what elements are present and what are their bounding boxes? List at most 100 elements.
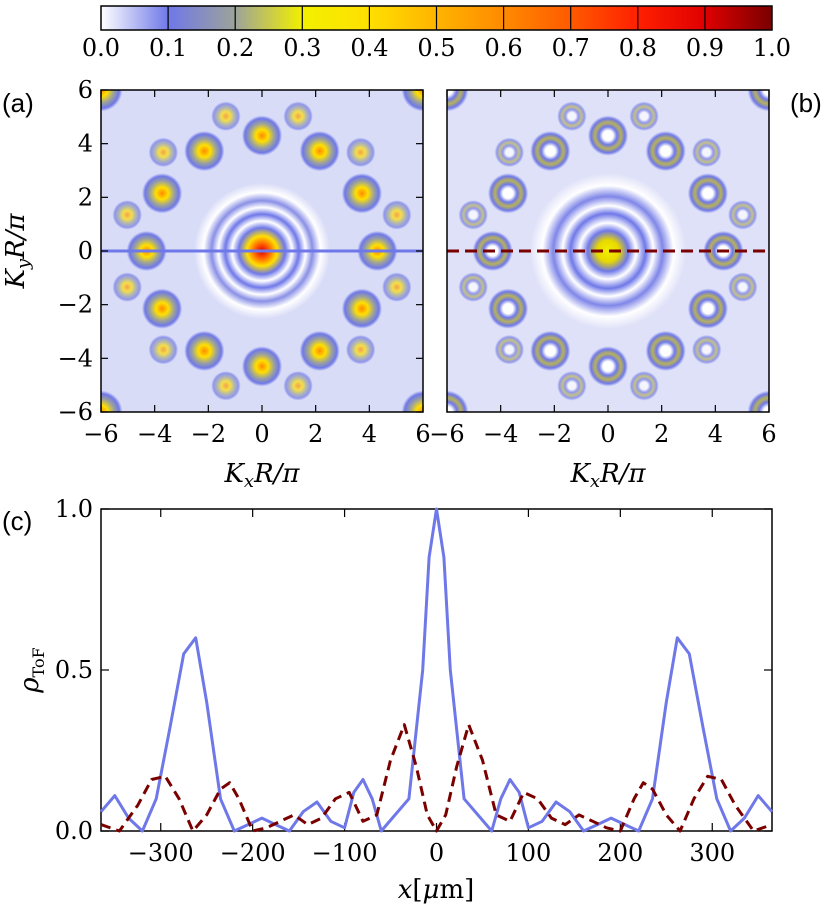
panel-a-xlabel: KxR/π [223, 459, 300, 492]
density-spot [382, 272, 412, 302]
density-spot [458, 272, 488, 302]
density-spot [629, 101, 659, 131]
colorbar: 0.0 0.1 0.2 0.3 0.4 0.5 0.6 0.7 0.8 0.9 1.0 [82, 5, 791, 62]
x-tick-label: 0 [429, 839, 444, 867]
density-spot [687, 288, 729, 329]
density-spot [112, 272, 142, 302]
density-spot [487, 288, 529, 329]
y-tick-label: 1.0 [55, 495, 93, 523]
x-tick-label: −6 [83, 420, 118, 448]
density-spot [382, 200, 412, 230]
density-spot [211, 101, 241, 131]
density-spot [447, 390, 469, 412]
colorbar-tick-label: 1.0 [753, 34, 791, 62]
panel-c-xlabel: x[μm] [398, 875, 475, 905]
x-tick-label: 200 [597, 839, 643, 867]
colorbar-tick-label: 0.1 [149, 34, 187, 62]
density-spot [557, 101, 587, 131]
series-solid [99, 507, 774, 833]
panel-a: (a) −6 −4 −2 0 2 4 6 6 4 2 0 −2 −4 −6 KxR/π KyR/π [1, 76, 431, 492]
y-tick-label: 0.0 [55, 817, 93, 845]
density-spot [184, 330, 225, 372]
x-tick-label: −300 [128, 839, 194, 867]
density-spot [494, 137, 525, 168]
density-spot [487, 173, 529, 214]
x-tick-label: −2 [537, 420, 572, 448]
x-tick-label: 2 [654, 420, 669, 448]
density-spot [184, 130, 225, 172]
panel-b-xlabel: KxR/π [569, 459, 646, 492]
panel-c: (c) −300 −200 −100 0 100 200 300 0.0 0.5 1.0 x[μm… [2, 495, 774, 905]
density-spot [494, 334, 525, 365]
y-tick-label: 2 [78, 183, 93, 211]
colorbar-tick-label: 0.8 [619, 34, 657, 62]
panel-b-density-map [447, 90, 769, 412]
density-spot [447, 90, 469, 112]
x-tick-label: 4 [708, 420, 723, 448]
density-spot [283, 101, 313, 131]
density-spot [148, 334, 179, 365]
density-spot [557, 371, 587, 401]
density-spot [211, 371, 241, 401]
colorbar-tick-label: 0.9 [686, 34, 724, 62]
density-spot [691, 334, 722, 365]
x-tick-label: −4 [137, 420, 172, 448]
panel-a-density-map [101, 90, 423, 412]
y-tick-label: 0 [78, 237, 93, 265]
x-tick-label: −2 [191, 420, 226, 448]
panel-b-label: (b) [790, 88, 822, 118]
density-spot [101, 390, 123, 412]
density-spot [345, 334, 376, 365]
y-tick-label: −6 [58, 398, 93, 426]
colorbar-ticks: 0.0 0.1 0.2 0.3 0.4 0.5 0.6 0.7 0.8 0.9 1.0 [82, 6, 791, 62]
density-spot [747, 90, 769, 112]
x-tick-label: 0 [254, 420, 269, 448]
x-tick-label: 4 [362, 420, 377, 448]
x-tick-label: 2 [308, 420, 323, 448]
density-spot [629, 371, 659, 401]
density-spot [458, 200, 488, 230]
density-spot [691, 137, 722, 168]
y-tick-label: −2 [58, 291, 93, 319]
x-tick-label: −200 [220, 839, 286, 867]
density-spot [241, 115, 283, 156]
y-tick-label: 6 [78, 76, 93, 104]
panel-a-ylabel: KyR/π [1, 213, 34, 290]
x-tick-label: 6 [761, 420, 776, 448]
y-tick-label: 4 [78, 130, 93, 158]
density-spot [728, 200, 758, 230]
panel-c-ylabel: ρToF [15, 647, 48, 693]
density-spot [101, 90, 123, 112]
x-tick-label: 300 [689, 839, 735, 867]
density-spot [345, 137, 376, 168]
y-tick-label: 0.5 [55, 656, 93, 684]
x-tick-label: 0 [600, 420, 615, 448]
panel-a-label: (a) [2, 88, 34, 118]
density-spot [645, 330, 686, 372]
x-tick-label: −4 [483, 420, 518, 448]
density-spot [645, 130, 686, 172]
colorbar-tick-label: 0.3 [283, 34, 321, 62]
density-spot [530, 330, 571, 372]
density-spot [587, 346, 629, 387]
density-spot [341, 288, 383, 329]
density-spot [530, 130, 571, 172]
density-spot [283, 371, 313, 401]
density-spot [141, 288, 183, 329]
density-spot [728, 272, 758, 302]
panel-c-label: (c) [2, 506, 32, 536]
density-spot [112, 200, 142, 230]
density-spot [747, 390, 769, 412]
density-spot [341, 173, 383, 214]
colorbar-tick-label: 0.7 [552, 34, 590, 62]
density-spot [241, 346, 283, 387]
y-tick-label: −4 [58, 344, 93, 372]
density-spot [587, 115, 629, 156]
x-tick-label: −100 [312, 839, 378, 867]
colorbar-tick-label: 0.6 [485, 34, 523, 62]
density-spot [299, 130, 340, 172]
colorbar-tick-label: 0.4 [350, 34, 388, 62]
density-spot [687, 173, 729, 214]
density-spot [401, 90, 423, 112]
